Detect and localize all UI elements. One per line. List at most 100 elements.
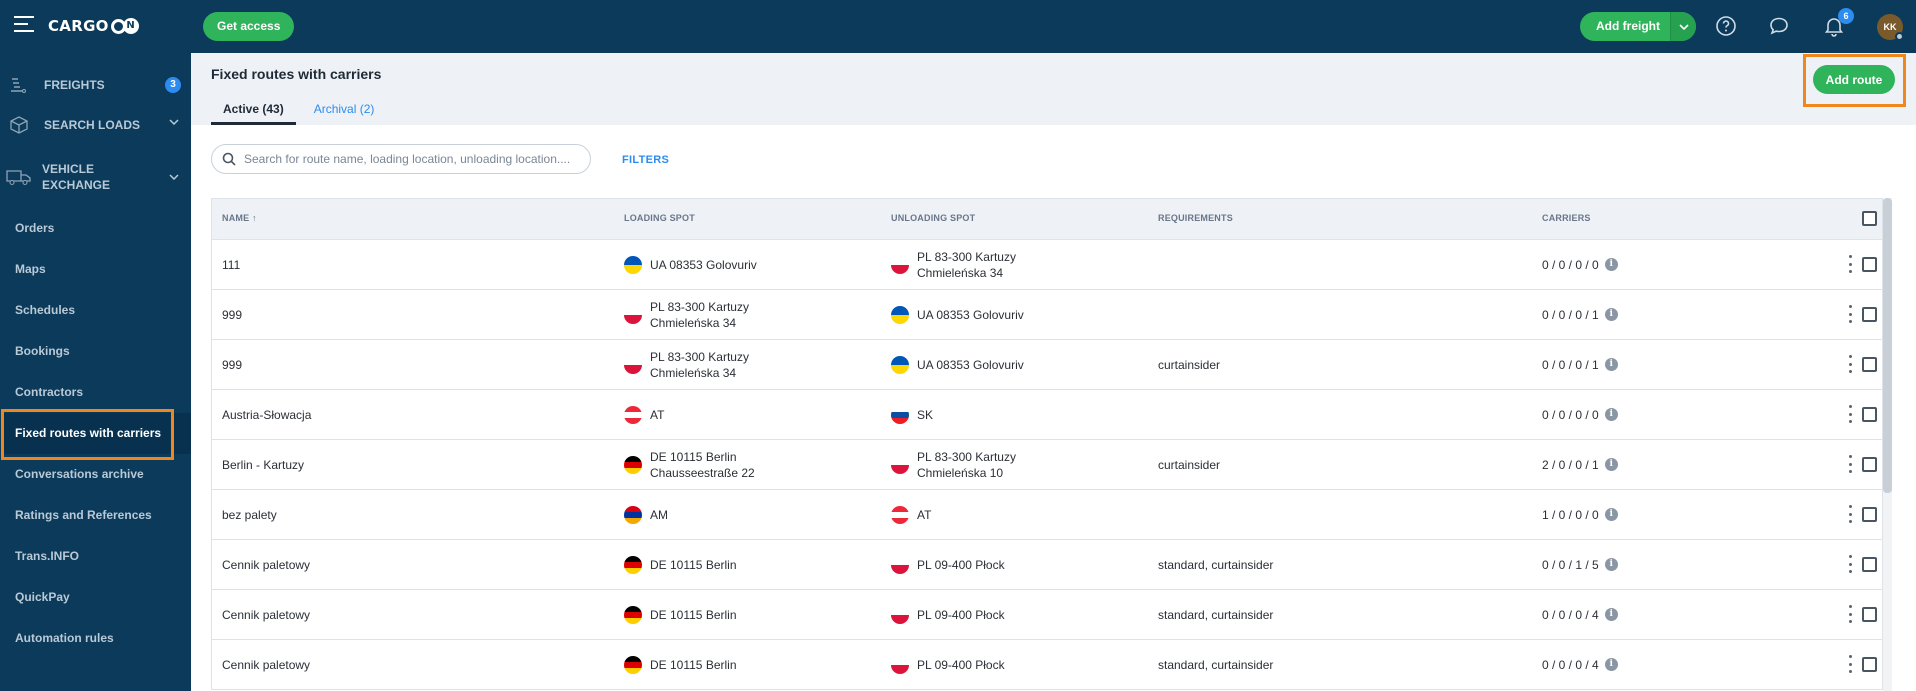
sidebar-item-schedules[interactable]: Schedules [15, 303, 76, 317]
more-options-icon[interactable] [1847, 505, 1853, 523]
info-icon[interactable]: i [1604, 608, 1618, 621]
select-all-checkbox[interactable] [1862, 211, 1877, 226]
row-checkbox[interactable] [1862, 507, 1877, 522]
add-route-button[interactable]: Add route [1813, 65, 1895, 94]
more-options-icon[interactable] [1847, 555, 1853, 573]
chat-icon[interactable] [1767, 14, 1791, 38]
table-row[interactable]: Cennik paletowy DE 10115 Berlin PL 09-400 … [212, 590, 1882, 640]
status-dot [1895, 32, 1904, 41]
loading-spot: DE 10115 Berlin [624, 655, 737, 674]
route-name: 999 [222, 307, 243, 322]
row-checkbox[interactable] [1862, 407, 1877, 422]
row-checkbox[interactable] [1862, 607, 1877, 622]
filters-button[interactable]: FILTERS [622, 154, 670, 166]
carriers-count: 1 / 0 / 0 / 0 [1542, 507, 1599, 522]
loading-spot-line: Chausseestraße 22 [650, 465, 755, 480]
unloading-spot: UA 08353 Golovuriv [891, 355, 1024, 374]
sidebar-item-search-loads[interactable]: SEARCH LOADS [0, 101, 191, 149]
tab-active[interactable]: Active (43) [211, 101, 296, 125]
info-icon[interactable]: i [1604, 508, 1618, 521]
logo-text: CARGO [48, 17, 109, 35]
unloading-spot-text: PL 09-400 Płock [917, 657, 1005, 673]
unloading-spot-text: PL 09-400 Płock [917, 607, 1005, 623]
row-checkbox[interactable] [1862, 357, 1877, 372]
more-options-icon[interactable] [1847, 655, 1853, 673]
sidebar-item-conversations-archive[interactable]: Conversations archive [15, 467, 144, 481]
routes-table: NAME ↑ LOADING SPOT UNLOADING SPOT REQUI… [211, 198, 1883, 690]
carriers-cell: 0 / 0 / 1 / 5 i [1542, 558, 1618, 572]
loading-spot-line: PL 83-300 Kartuzy [650, 299, 749, 314]
info-icon[interactable]: i [1604, 658, 1618, 671]
table-row[interactable]: Cennik paletowy DE 10115 Berlin PL 09-400 … [212, 640, 1882, 690]
col-name-header[interactable]: NAME ↑ [222, 213, 257, 223]
help-icon[interactable] [1714, 14, 1738, 38]
menu-icon[interactable] [14, 16, 34, 34]
table-row[interactable]: 999 PL 83-300 Kartuzy Chmieleńska 34 UA 083… [212, 290, 1882, 340]
sidebar-item-label: FREIGHTS [44, 78, 105, 92]
sidebar-item-bookings[interactable]: Bookings [15, 344, 70, 358]
unloading-spot-text: PL 83-300 Kartuzy Chmieleńska 34 [917, 249, 1016, 281]
tab-archival[interactable]: Archival (2) [313, 102, 375, 116]
sidebar-item-orders[interactable]: Orders [15, 221, 55, 235]
table-row[interactable]: Austria-Słowacja AT SK 0 / 0 / 0 / 0 i [212, 390, 1882, 440]
row-checkbox[interactable] [1862, 457, 1877, 472]
unloading-spot-line: UA 08353 Golovuriv [917, 307, 1024, 322]
carriers-cell: 2 / 0 / 0 / 1 i [1542, 458, 1618, 472]
get-access-button[interactable]: Get access [203, 12, 295, 41]
table-scrollbar[interactable] [1883, 198, 1892, 691]
add-freight-button[interactable]: Add freight [1580, 12, 1696, 41]
sidebar-item-maps[interactable]: Maps [15, 262, 46, 276]
sidebar-item-trans-info[interactable]: Trans.INFO [15, 549, 80, 563]
sidebar-item-ratings[interactable]: Ratings and References [15, 508, 152, 522]
unloading-spot-line: Chmieleńska 10 [917, 465, 1004, 480]
table-row[interactable]: bez palety AM AT 1 / 0 / 0 / 0 i [212, 490, 1882, 540]
more-options-icon[interactable] [1847, 255, 1853, 273]
logo[interactable]: CARGO N [48, 14, 139, 38]
carriers-count: 0 / 0 / 0 / 4 [1542, 607, 1599, 622]
loading-spot-line: DE 10115 Berlin [650, 607, 737, 622]
table-row[interactable]: 999 PL 83-300 Kartuzy Chmieleńska 34 UA 083… [212, 340, 1882, 390]
sidebar-item-contractors[interactable]: Contractors [15, 385, 84, 399]
search-box[interactable] [211, 144, 591, 174]
info-icon[interactable]: i [1604, 258, 1618, 271]
info-icon[interactable]: i [1604, 308, 1618, 321]
carriers-count: 0 / 0 / 0 / 0 [1542, 257, 1599, 272]
flag-de-icon [624, 455, 642, 474]
unloading-spot: AT [891, 505, 931, 524]
avatar[interactable]: KK [1877, 14, 1904, 41]
sidebar-item-fixed-routes[interactable]: Fixed routes with carriers [2, 413, 191, 454]
freights-count-badge: 3 [165, 77, 181, 93]
info-icon[interactable]: i [1604, 358, 1618, 371]
col-unloading-header: UNLOADING SPOT [891, 213, 976, 223]
more-options-icon[interactable] [1847, 605, 1853, 623]
sidebar-item-vehicle-exchange[interactable]: VEHICLE EXCHANGE [0, 149, 191, 205]
more-options-icon[interactable] [1847, 305, 1853, 323]
loading-spot-text: DE 10115 Berlin [650, 557, 737, 573]
info-icon[interactable]: i [1604, 458, 1618, 471]
sidebar-item-automation-rules[interactable]: Automation rules [15, 631, 114, 645]
loading-spot: PL 83-300 Kartuzy Chmieleńska 34 [624, 349, 749, 381]
avatar-initials: KK [1883, 22, 1897, 32]
row-checkbox[interactable] [1862, 557, 1877, 572]
sidebar-item-quickpay[interactable]: QuickPay [15, 590, 70, 604]
sidebar-item-freights[interactable]: FREIGHTS 3 [0, 61, 191, 109]
info-icon[interactable]: i [1604, 558, 1618, 571]
tabs: Active (43) Archival (2) [211, 101, 392, 125]
table-row[interactable]: Berlin - Kartuzy DE 10115 Berlin Chaussees… [212, 440, 1882, 490]
info-icon[interactable]: i [1604, 408, 1618, 421]
row-checkbox[interactable] [1862, 307, 1877, 322]
scrollbar-thumb[interactable] [1883, 198, 1892, 493]
search-input[interactable] [244, 152, 574, 166]
row-checkbox[interactable] [1862, 257, 1877, 272]
table-row[interactable]: Cennik paletowy DE 10115 Berlin PL 09-400 … [212, 540, 1882, 590]
more-options-icon[interactable] [1847, 455, 1853, 473]
sidebar-item-label: VEHICLE EXCHANGE [42, 162, 111, 192]
table-row[interactable]: 111 UA 08353 Golovuriv PL 83-300 Kartuzy Ch… [212, 240, 1882, 290]
more-options-icon[interactable] [1847, 355, 1853, 373]
more-options-icon[interactable] [1847, 405, 1853, 423]
add-freight-dropdown[interactable] [1670, 12, 1696, 41]
flag-am-icon [624, 505, 642, 524]
bell-icon[interactable] [1822, 14, 1846, 38]
row-checkbox[interactable] [1862, 657, 1877, 672]
add-freight-label: Add freight [1596, 19, 1660, 33]
